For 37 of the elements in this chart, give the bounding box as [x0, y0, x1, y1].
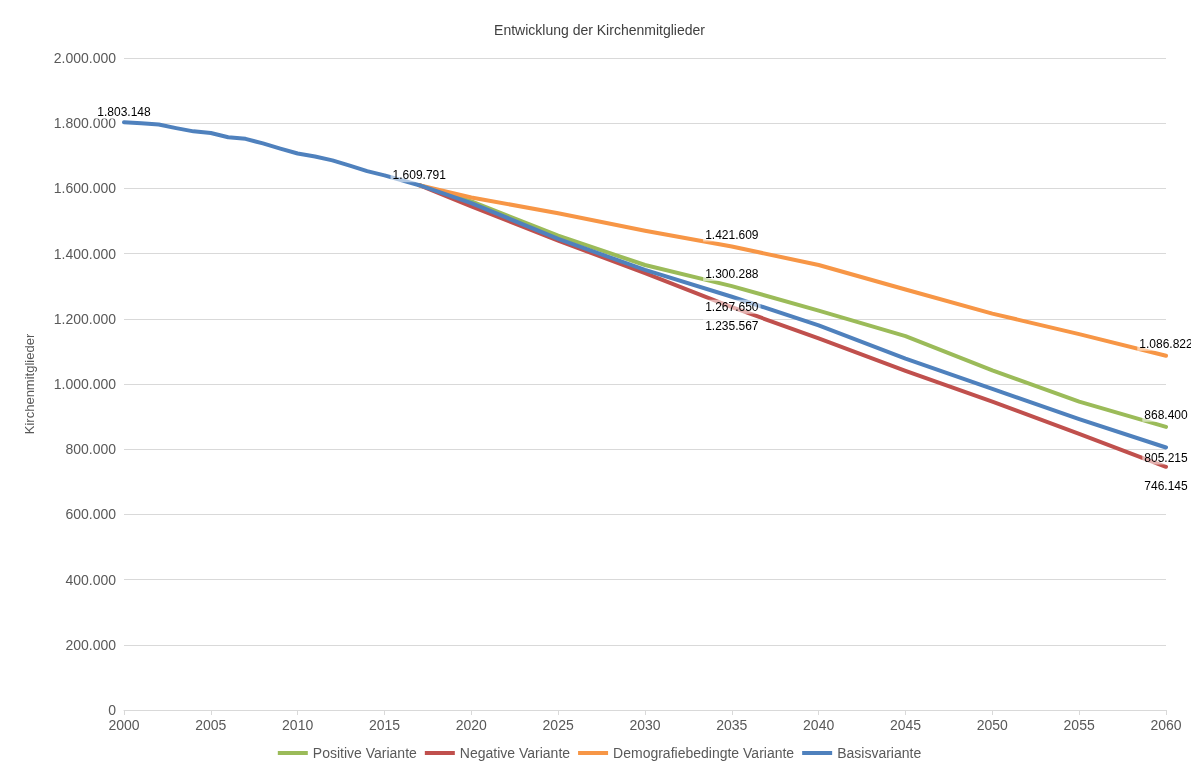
data-label: 1.609.791 [392, 168, 447, 183]
y-tick-label: 2.000.000 [53, 50, 117, 66]
data-label: 1.235.567 [705, 319, 759, 334]
x-tick-label: 2045 [889, 717, 922, 733]
y-tick-label: 1.200.000 [53, 310, 117, 327]
x-tick-label: 2040 [803, 717, 835, 733]
legend-label: Positive Variante [312, 745, 418, 761]
data-label: 746.145 [1144, 478, 1189, 493]
y-tick-label: 200.000 [65, 636, 117, 653]
data-label: 1.267.650 [705, 299, 759, 314]
legend-label: Demografiebedingte Variante [613, 745, 795, 761]
x-tick-label: 2005 [195, 717, 227, 733]
x-tick-label: 2035 [716, 717, 748, 733]
x-tick-label: 2060 [1150, 717, 1182, 733]
data-label: 1.421.609 [705, 227, 759, 242]
y-tick-label: 1.400.000 [53, 245, 117, 262]
data-label: 868.400 [1144, 407, 1189, 422]
x-tick-label: 2025 [542, 717, 574, 733]
legend-label: Negative Variante [459, 745, 571, 761]
y-tick-label: 600.000 [65, 506, 117, 523]
y-axis-title: Kirchenmitglieder [22, 333, 37, 435]
legend-label: Basisvariante [837, 745, 922, 761]
y-tick-label: 400.000 [65, 571, 117, 588]
x-tick-label: 2055 [1063, 717, 1095, 733]
data-label: 805.215 [1144, 450, 1189, 465]
y-tick-label: 1.600.000 [53, 180, 117, 197]
x-tick-label: 2015 [368, 717, 401, 733]
x-tick-label: 2050 [976, 717, 1009, 733]
x-tick-label: 2030 [629, 717, 661, 733]
y-tick-label: 0 [108, 702, 117, 718]
x-tick-label: 2010 [282, 717, 314, 733]
data-label: 1.300.288 [705, 267, 759, 282]
chart-title: Entwicklung der Kirchenmitglieder [494, 22, 706, 38]
y-tick-label: 800.000 [65, 441, 117, 458]
x-tick-label: 2000 [108, 717, 140, 733]
x-tick-label: 2020 [455, 717, 488, 733]
y-tick-label: 1.000.000 [53, 376, 117, 392]
